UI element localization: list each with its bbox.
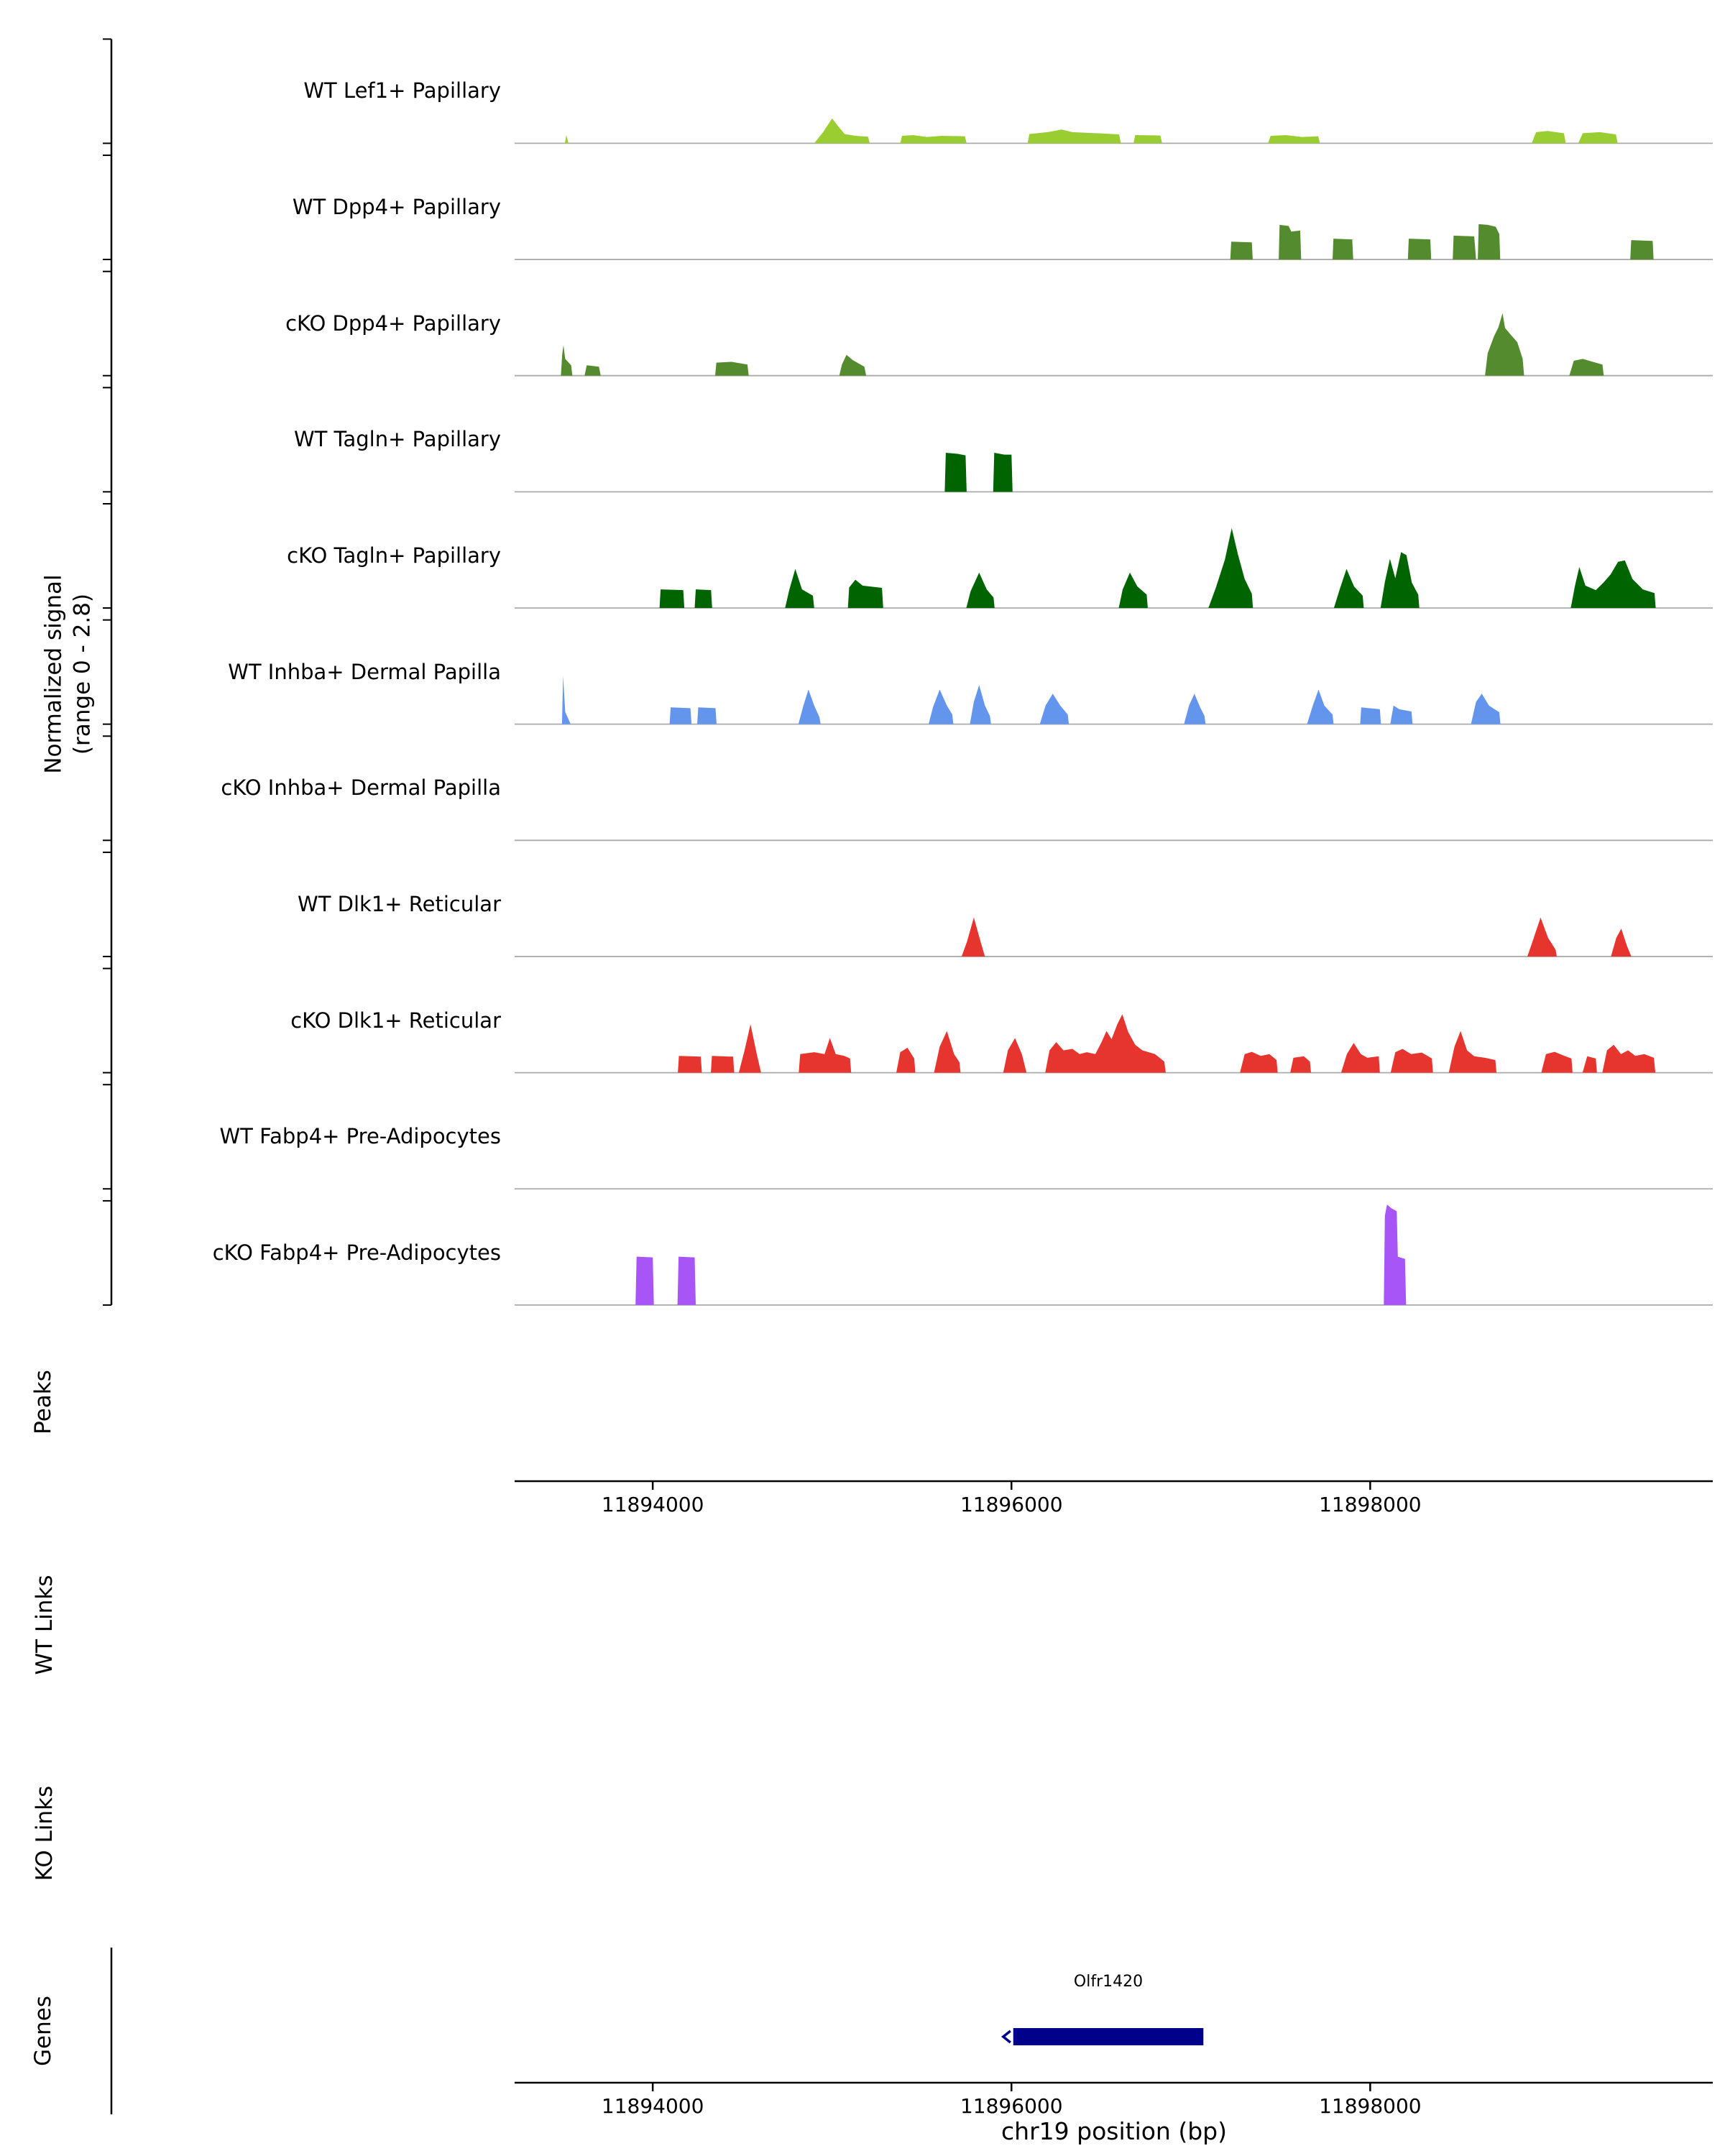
y-axis-label-line2: (range 0 - 2.8) (70, 593, 96, 755)
track-area (659, 528, 1656, 608)
section-label-ko-links: KO Links (32, 1785, 58, 1881)
x-tick-label: 11898000 (1319, 1493, 1422, 1516)
section-label-peaks: Peaks (30, 1370, 56, 1434)
x-tick-label: 11894000 (601, 1493, 704, 1516)
gene-body (1013, 2028, 1204, 2045)
section-label-genes: Genes (30, 1996, 56, 2066)
track-label: cKO Dpp4+ Papillary (285, 310, 501, 336)
x-tick-label: 11898000 (1319, 2094, 1422, 2118)
section-label-wt-links: WT Links (32, 1575, 58, 1675)
track-area (1230, 224, 1654, 260)
track-label: cKO Fabp4+ Pre-Adipocytes (212, 1240, 501, 1265)
track-area (961, 917, 1632, 957)
track-label: WT Inhba+ Dermal Papilla (228, 659, 501, 684)
track-label: cKO Dlk1+ Reticular (290, 1008, 501, 1033)
x-tick-label: 11896000 (960, 2094, 1063, 2118)
track-label: WT Fabp4+ Pre-Adipocytes (219, 1124, 502, 1149)
x-axis-label: chr19 position (bp) (1001, 2117, 1227, 2145)
y-axis-label: Normalized signal (range 0 - 2.8) (40, 574, 98, 773)
gene-name-label: Olfr1420 (1073, 1973, 1144, 1991)
track-area (564, 118, 1618, 144)
track-label: WT Dpp4+ Papillary (292, 195, 501, 220)
track-label: WT Tagln+ Papillary (293, 427, 501, 452)
track-area (561, 676, 1501, 724)
track-label: WT Lef1+ Papillary (303, 78, 501, 103)
y-axis-label-line1: Normalized signal (40, 574, 67, 774)
track-label: cKO Inhba+ Dermal Papilla (221, 775, 501, 801)
track-area (635, 1204, 1407, 1305)
x-tick-label: 11896000 (960, 1493, 1063, 1516)
gene-strand-arrow (1000, 2030, 1011, 2044)
track-area (561, 313, 1604, 376)
x-tick-label: 11894000 (601, 2094, 704, 2118)
track-area (944, 453, 1013, 492)
track-label: WT Dlk1+ Reticular (298, 891, 501, 916)
track-area (678, 1014, 1656, 1073)
track-label: cKO Tagln+ Papillary (287, 543, 501, 568)
